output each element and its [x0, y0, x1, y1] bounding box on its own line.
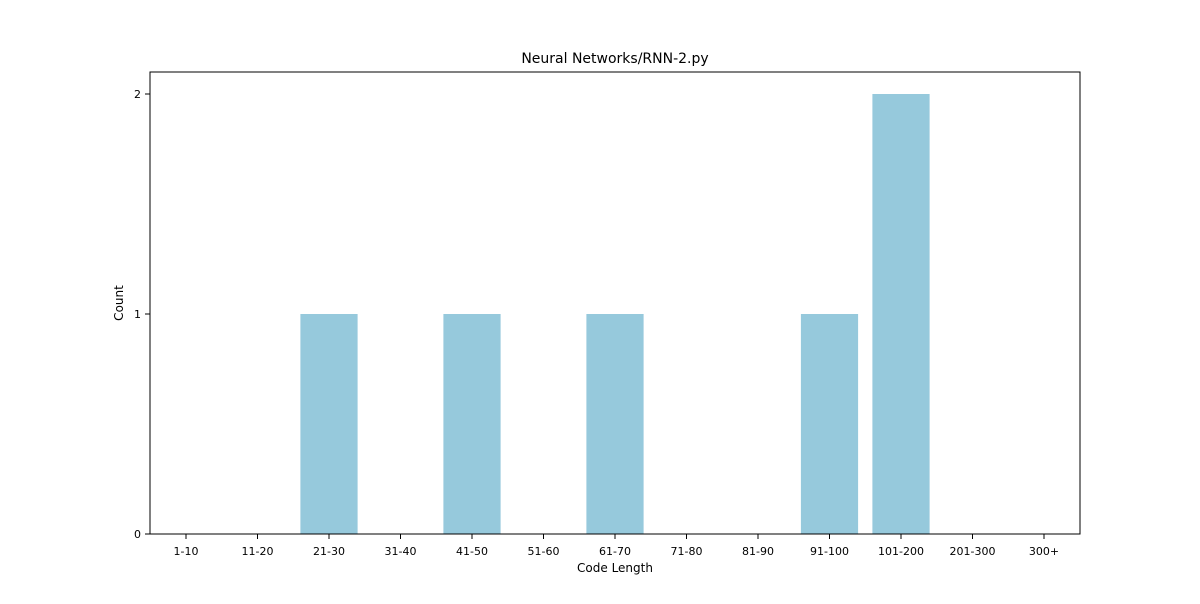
chart-title: Neural Networks/RNN-2.py — [521, 51, 708, 67]
y-axis: 0 1 2 — [134, 88, 150, 541]
bars-layer — [300, 94, 930, 534]
y-tick-label: 1 — [134, 308, 141, 321]
y-tick-label: 2 — [134, 88, 141, 101]
bar-61-70 — [586, 314, 644, 534]
x-tick-label: 71-80 — [671, 545, 703, 558]
x-axis: 1-10 11-20 21-30 31-40 41-50 51-60 61-70 71-80 8… — [174, 534, 1059, 558]
bar-91-100 — [800, 314, 859, 534]
y-tick-label: 0 — [134, 528, 141, 541]
x-tick-label: 101-200 — [878, 545, 924, 558]
x-tick-label: 11-20 — [242, 545, 274, 558]
bar-101-200 — [872, 94, 930, 534]
x-tick-label: 1-10 — [174, 545, 199, 558]
x-tick-label: 31-40 — [385, 545, 417, 558]
bar-21-30 — [300, 314, 358, 534]
x-tick-label: 300+ — [1029, 545, 1059, 558]
y-axis-label: Count — [112, 285, 126, 321]
x-tick-label: 81-90 — [742, 545, 774, 558]
x-tick-label: 41-50 — [456, 545, 488, 558]
bar-41-50 — [443, 314, 501, 534]
x-axis-label: Code Length — [577, 561, 653, 575]
x-tick-label: 91-100 — [810, 545, 849, 558]
x-tick-label: 201-300 — [950, 545, 996, 558]
x-tick-label: 21-30 — [313, 545, 345, 558]
x-tick-label: 51-60 — [528, 545, 560, 558]
x-tick-label: 61-70 — [599, 545, 631, 558]
